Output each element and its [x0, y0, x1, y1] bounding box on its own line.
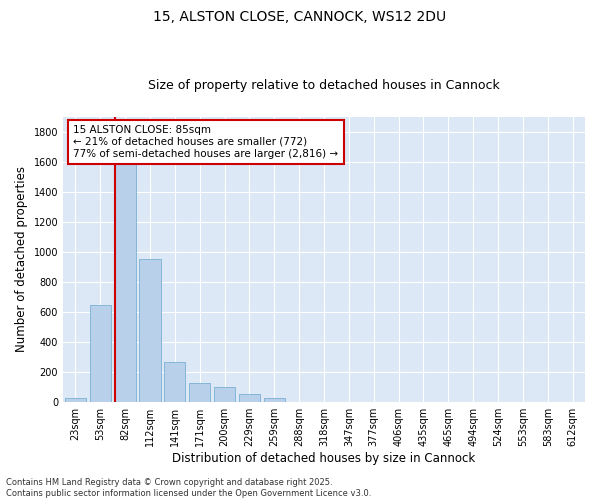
Bar	[264, 398, 285, 402]
Bar	[90, 304, 111, 402]
Bar	[239, 394, 260, 402]
Text: 15 ALSTON CLOSE: 85sqm
← 21% of detached houses are smaller (772)
77% of semi-de: 15 ALSTON CLOSE: 85sqm ← 21% of detached…	[73, 126, 338, 158]
Y-axis label: Number of detached properties: Number of detached properties	[15, 166, 28, 352]
Text: 15, ALSTON CLOSE, CANNOCK, WS12 2DU: 15, ALSTON CLOSE, CANNOCK, WS12 2DU	[154, 10, 446, 24]
Text: Contains HM Land Registry data © Crown copyright and database right 2025.
Contai: Contains HM Land Registry data © Crown c…	[6, 478, 371, 498]
Bar	[65, 398, 86, 402]
Bar	[189, 382, 211, 402]
X-axis label: Distribution of detached houses by size in Cannock: Distribution of detached houses by size …	[172, 452, 476, 465]
Bar	[164, 362, 185, 402]
Bar	[139, 260, 161, 402]
Bar	[214, 387, 235, 402]
Title: Size of property relative to detached houses in Cannock: Size of property relative to detached ho…	[148, 79, 500, 92]
Bar	[115, 144, 136, 402]
